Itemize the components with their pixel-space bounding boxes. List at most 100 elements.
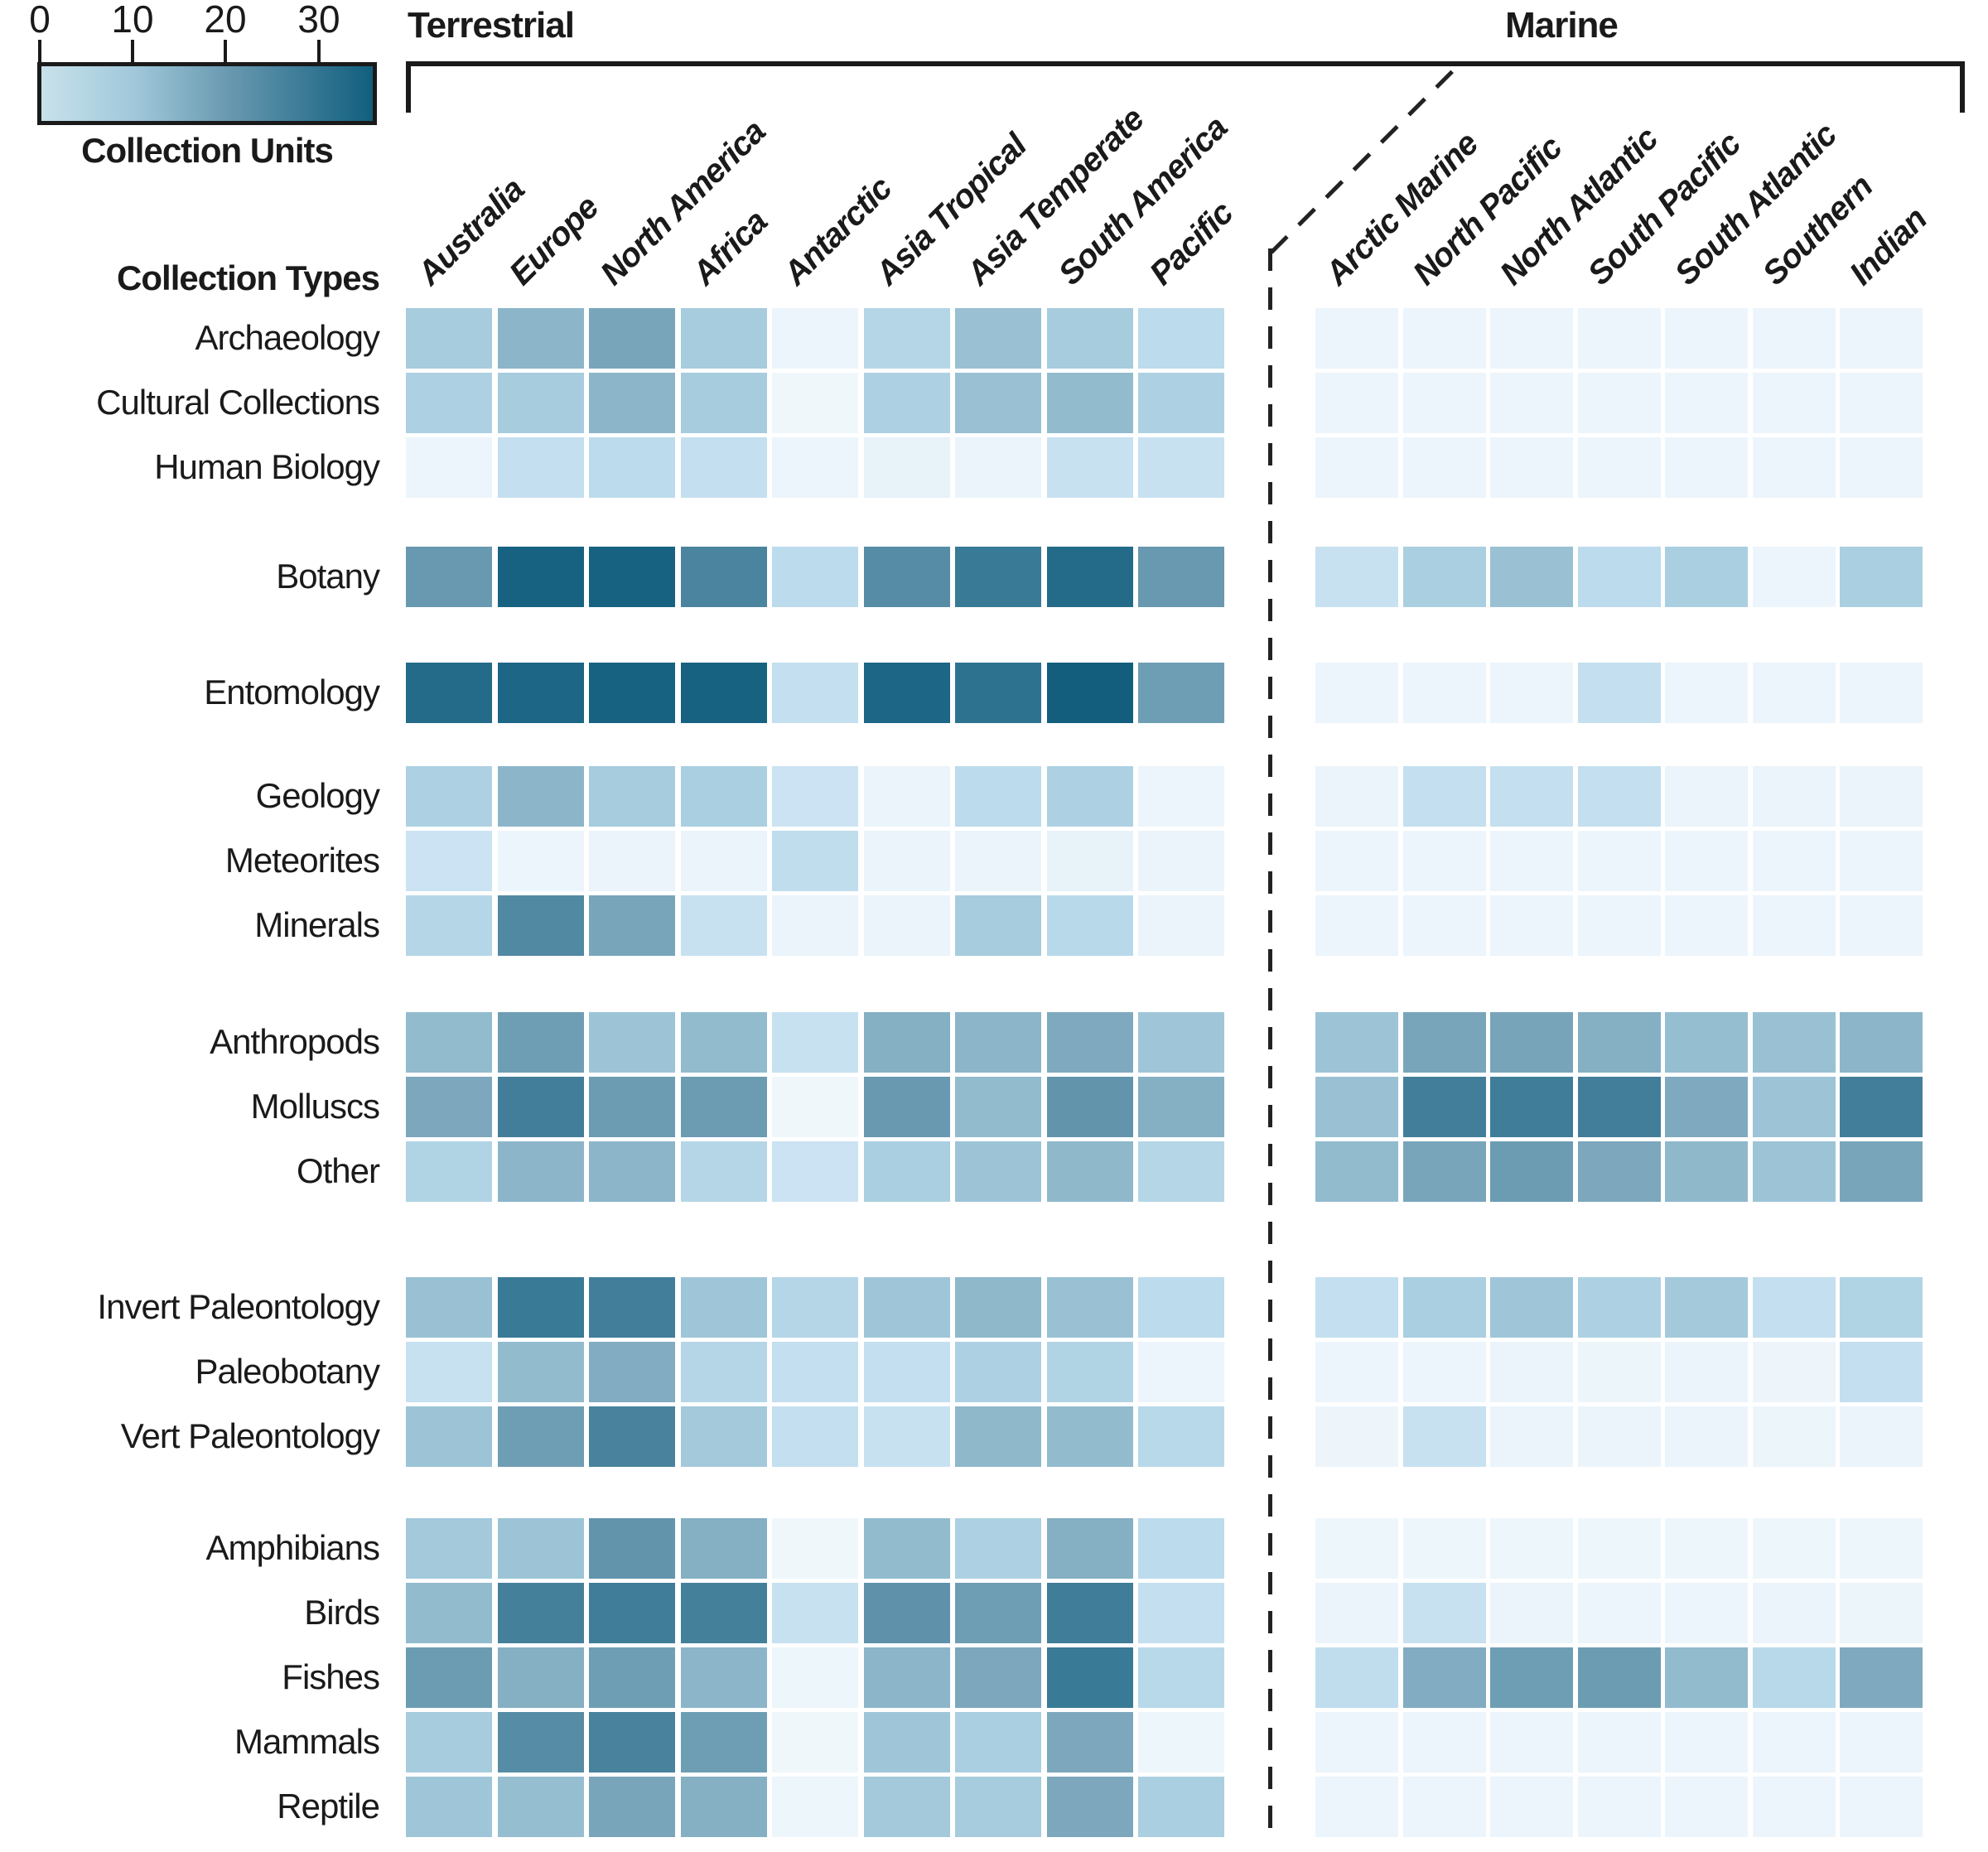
heatmap-cell — [772, 1277, 858, 1338]
heatmap-cell — [1138, 1777, 1224, 1837]
heatmap-cell — [1402, 831, 1486, 891]
row-label: Human Biology — [154, 447, 380, 486]
heatmap-cell — [1490, 1277, 1573, 1338]
heatmap-cell — [1046, 437, 1133, 498]
row-label: Entomology — [204, 673, 380, 711]
heatmap-cell — [1490, 1777, 1573, 1837]
heatmap-cell — [1315, 1342, 1398, 1402]
heatmap-cell — [1665, 547, 1748, 607]
heatmap-cell — [1490, 308, 1573, 369]
heatmap-cell — [863, 1141, 950, 1202]
heatmap-cell — [955, 373, 1041, 433]
heatmap-cell — [1752, 308, 1836, 369]
heatmap-cell — [1402, 437, 1486, 498]
heatmap-cell — [406, 831, 492, 891]
heatmap-cell — [406, 766, 492, 827]
heatmap-cell — [680, 437, 767, 498]
heatmap-cell — [497, 1583, 584, 1643]
group-bracket-line — [406, 61, 1965, 66]
heatmap-cell — [772, 1647, 858, 1708]
heatmap-cell — [1577, 1141, 1661, 1202]
heatmap-cell — [406, 1277, 492, 1338]
heatmap-cell — [1402, 1583, 1486, 1643]
heatmap-cell — [589, 1518, 675, 1579]
heatmap-cell — [497, 1647, 584, 1708]
heatmap-cell — [589, 437, 675, 498]
heatmap-cell — [1490, 766, 1573, 827]
heatmap-cell — [589, 1141, 675, 1202]
heatmap-cell — [1046, 547, 1133, 607]
heatmap-cell — [406, 437, 492, 498]
heatmap-cell — [1665, 1406, 1748, 1467]
heatmap-cell — [863, 1277, 950, 1338]
heatmap-cell — [1577, 308, 1661, 369]
heatmap-cell — [1752, 1712, 1836, 1772]
heatmap-cell — [772, 547, 858, 607]
heatmap-cell — [1315, 766, 1398, 827]
heatmap-cell — [1752, 1406, 1836, 1467]
heatmap-cell — [406, 1777, 492, 1837]
heatmap-cell — [863, 547, 950, 607]
terrestrial-group-title: Terrestrial — [408, 5, 575, 46]
row-label: Amphibians — [205, 1528, 380, 1567]
group-bracket-left-tick — [406, 61, 411, 113]
heatmap-cell — [772, 831, 858, 891]
legend-tick-label: 0 — [29, 0, 51, 41]
row-label: Meteorites — [224, 841, 380, 880]
heatmap-cell — [772, 1012, 858, 1073]
heatmap-cell — [1490, 1647, 1573, 1708]
heatmap-cell — [589, 1712, 675, 1772]
heatmap-cell — [863, 895, 950, 956]
heatmap-cell — [680, 766, 767, 827]
heatmap-cell — [1577, 1583, 1661, 1643]
heatmap-cell — [1138, 1583, 1224, 1643]
heatmap-cell — [1665, 1518, 1748, 1579]
heatmap-cell — [497, 895, 584, 956]
heatmap-cell — [497, 1012, 584, 1073]
heatmap-cell — [1752, 1777, 1836, 1837]
heatmap-cell — [589, 831, 675, 891]
heatmap-cell — [1577, 663, 1661, 723]
heatmap-cell — [1665, 1342, 1748, 1402]
heatmap-cell — [1138, 895, 1224, 956]
heatmap-cell — [1046, 1647, 1133, 1708]
heatmap-cell — [589, 1777, 675, 1837]
heatmap-cell — [680, 1077, 767, 1137]
heatmap-cell — [1138, 1012, 1224, 1073]
heatmap-cell — [863, 1012, 950, 1073]
heatmap-cell — [406, 373, 492, 433]
heatmap-cell — [1138, 1712, 1224, 1772]
heatmap-cell — [1490, 831, 1573, 891]
heatmap-cell — [772, 1406, 858, 1467]
heatmap-cell — [1046, 1406, 1133, 1467]
heatmap-cell — [497, 1406, 584, 1467]
heatmap-cell — [1752, 547, 1836, 607]
heatmap-cell — [955, 1342, 1041, 1402]
heatmap-cell — [955, 766, 1041, 827]
heatmap-cell — [406, 1141, 492, 1202]
heatmap-cell — [1577, 1077, 1661, 1137]
heatmap-cell — [680, 831, 767, 891]
heatmap-cell — [1490, 1518, 1573, 1579]
heatmap-cell — [1402, 308, 1486, 369]
row-label: Anthropods — [210, 1022, 380, 1061]
heatmap-cell — [1840, 437, 1923, 498]
heatmap-cell — [1138, 831, 1224, 891]
heatmap-cell — [589, 1647, 675, 1708]
legend-tick-mark — [317, 40, 321, 63]
heatmap-cell — [1752, 1647, 1836, 1708]
heatmap-cell — [1752, 1141, 1836, 1202]
heatmap-cell — [1046, 1712, 1133, 1772]
heatmap-cell — [497, 766, 584, 827]
heatmap-cell — [1665, 437, 1748, 498]
heatmap-cell — [1665, 1712, 1748, 1772]
heatmap-cell — [1490, 1141, 1573, 1202]
divider-dashed-vertical — [1268, 248, 1272, 1835]
heatmap-cell — [955, 1647, 1041, 1708]
heatmap-cell — [955, 547, 1041, 607]
heatmap-cell — [497, 308, 584, 369]
heatmap-cell — [1840, 1077, 1923, 1137]
heatmap-cell — [1315, 1277, 1398, 1338]
heatmap-cell — [1402, 547, 1486, 607]
heatmap-cell — [1402, 766, 1486, 827]
